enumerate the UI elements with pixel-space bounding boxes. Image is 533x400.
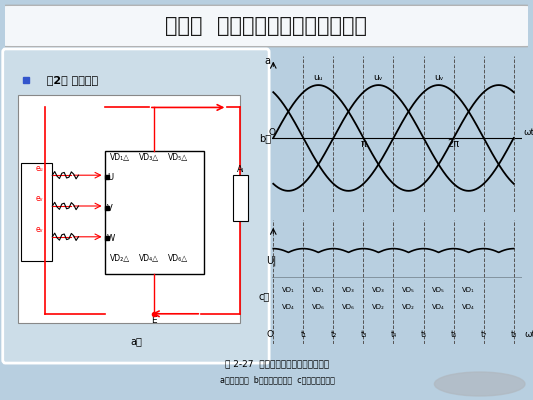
Text: eᵤ: eᵤ — [36, 164, 43, 172]
Text: uᵤ: uᵤ — [313, 73, 323, 82]
Text: U|: U| — [266, 256, 277, 266]
Text: U: U — [107, 173, 114, 182]
Text: t₆: t₆ — [450, 330, 457, 339]
Text: 2π: 2π — [448, 140, 459, 150]
Text: eᵥ: eᵥ — [35, 194, 43, 203]
Text: a）: a） — [130, 337, 142, 346]
Text: O: O — [269, 128, 276, 137]
Bar — [104, 150, 204, 274]
Text: 图 2-27  三相桥式整流电路及电压波形: 图 2-27 三相桥式整流电路及电压波形 — [225, 359, 329, 368]
Text: VD₃△: VD₃△ — [139, 153, 159, 162]
Text: VD₃: VD₃ — [372, 286, 385, 292]
Text: W: W — [107, 234, 116, 244]
Ellipse shape — [434, 372, 525, 396]
Text: ωt: ωt — [524, 128, 533, 137]
Text: VD₂: VD₂ — [402, 304, 415, 310]
Text: VD₁△: VD₁△ — [110, 153, 130, 162]
Text: VD₁: VD₁ — [312, 286, 325, 292]
Text: uᵥ: uᵥ — [434, 73, 443, 82]
Text: eᵥ: eᵥ — [35, 225, 43, 234]
Text: b）: b） — [259, 133, 271, 143]
FancyBboxPatch shape — [3, 49, 269, 363]
Text: VD₅: VD₅ — [402, 286, 415, 292]
Text: VD₄: VD₄ — [282, 304, 295, 310]
Text: 第三节  交流发电机工作原理及特性: 第三节 交流发电机工作原理及特性 — [166, 16, 367, 36]
Text: VD₆: VD₆ — [312, 304, 325, 310]
Bar — [18, 95, 240, 323]
Text: VD₁: VD₁ — [282, 286, 295, 292]
Bar — [21, 163, 52, 262]
Text: VD₂△: VD₂△ — [110, 254, 130, 264]
Text: t₂: t₂ — [330, 330, 336, 339]
Text: VD₅: VD₅ — [432, 286, 445, 292]
Text: O: O — [267, 330, 274, 339]
Text: uᵥ: uᵥ — [374, 73, 383, 82]
Text: π: π — [360, 140, 366, 150]
Text: VD₄△: VD₄△ — [139, 254, 159, 264]
Text: VD₁: VD₁ — [462, 286, 475, 292]
Text: t₅: t₅ — [421, 330, 427, 339]
Text: t₁: t₁ — [300, 330, 306, 339]
Text: V: V — [107, 204, 113, 213]
Text: （2） 整流过程: （2） 整流过程 — [39, 75, 99, 85]
Bar — [232, 175, 248, 222]
Text: VD₃: VD₃ — [342, 286, 355, 292]
Text: VD₆: VD₆ — [342, 304, 355, 310]
FancyBboxPatch shape — [0, 5, 533, 47]
Text: VD₅△: VD₅△ — [168, 153, 188, 162]
Text: a）整流电路  b）绕组电压波形  c）整流电压波形: a）整流电路 b）绕组电压波形 c）整流电压波形 — [220, 375, 335, 384]
Text: Aₗ: Aₗ — [237, 165, 244, 174]
Text: t₄: t₄ — [391, 330, 397, 339]
Text: VD₆△: VD₆△ — [168, 254, 188, 264]
Text: a: a — [265, 56, 271, 66]
Text: ωt: ωt — [524, 330, 533, 339]
Text: t₃: t₃ — [360, 330, 367, 339]
Text: VD₂: VD₂ — [372, 304, 385, 310]
Text: VD₄: VD₄ — [432, 304, 445, 310]
Text: t₈: t₈ — [511, 330, 517, 339]
Text: t₇: t₇ — [481, 330, 487, 339]
Text: VD₄: VD₄ — [462, 304, 475, 310]
Text: E: E — [151, 316, 157, 325]
Text: c）: c） — [259, 291, 270, 301]
